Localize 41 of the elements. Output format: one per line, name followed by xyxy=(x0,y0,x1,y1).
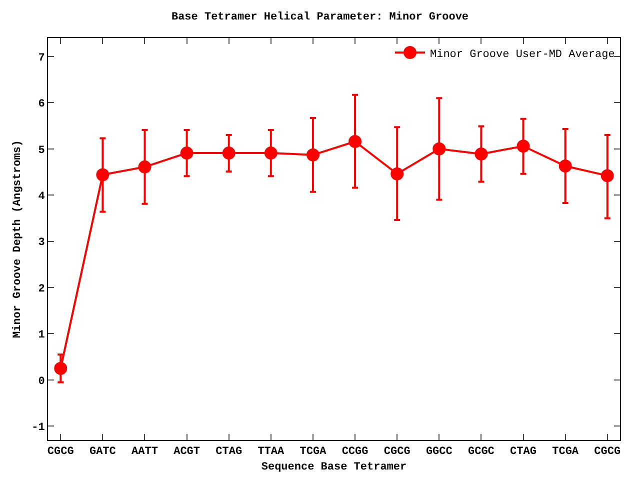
x-tick-label: AATT xyxy=(132,446,158,458)
y-tick-label: 5 xyxy=(38,144,46,157)
x-tick-label: TCGA xyxy=(552,446,579,458)
point xyxy=(222,146,236,160)
y-axis-title: Minor Groove Depth (Angstroms) xyxy=(12,140,24,338)
x-tick-label: CTAG xyxy=(510,446,537,458)
chart-title: Base Tetramer Helical Parameter: Minor Groove xyxy=(171,12,469,24)
y-tick-label: 1 xyxy=(38,330,46,342)
point xyxy=(432,142,446,156)
point xyxy=(54,362,68,375)
x-tick-label: GCGC xyxy=(468,446,495,458)
point xyxy=(306,148,320,162)
point xyxy=(180,146,194,160)
x-tick-label: TCGA xyxy=(300,446,327,458)
x-tick-label: CTAG xyxy=(216,446,242,458)
x-tick-label: CCGG xyxy=(342,446,369,458)
y-tick-label: 6 xyxy=(38,98,45,111)
point xyxy=(138,160,152,174)
x-tick-label: GGCC xyxy=(426,446,453,458)
x-tick-label: ACGT xyxy=(174,446,200,458)
x-axis-title: Sequence Base Tetramer xyxy=(261,461,407,474)
point xyxy=(474,147,488,160)
x-tick-label: CGCG xyxy=(594,446,621,458)
y-tick-label: 0 xyxy=(38,376,45,388)
x-tick-label: GATC xyxy=(89,446,116,458)
y-tick-label: 7 xyxy=(38,52,45,64)
point xyxy=(516,140,530,153)
point xyxy=(558,159,572,172)
point xyxy=(96,168,110,182)
point xyxy=(390,167,404,180)
point xyxy=(264,146,278,160)
y-tick-label: -1 xyxy=(32,422,46,434)
y-tick-label: 4 xyxy=(38,190,46,203)
point xyxy=(348,135,362,148)
x-tick-label: CGCG xyxy=(47,446,74,458)
x-tick-label: TTAA xyxy=(258,446,285,458)
legend-label: Minor Groove User-MD Average xyxy=(430,48,615,61)
y-tick-label: 3 xyxy=(38,237,46,250)
point xyxy=(600,169,614,182)
x-tick-label: CGCG xyxy=(384,446,411,458)
y-tick-label: 2 xyxy=(38,283,45,296)
